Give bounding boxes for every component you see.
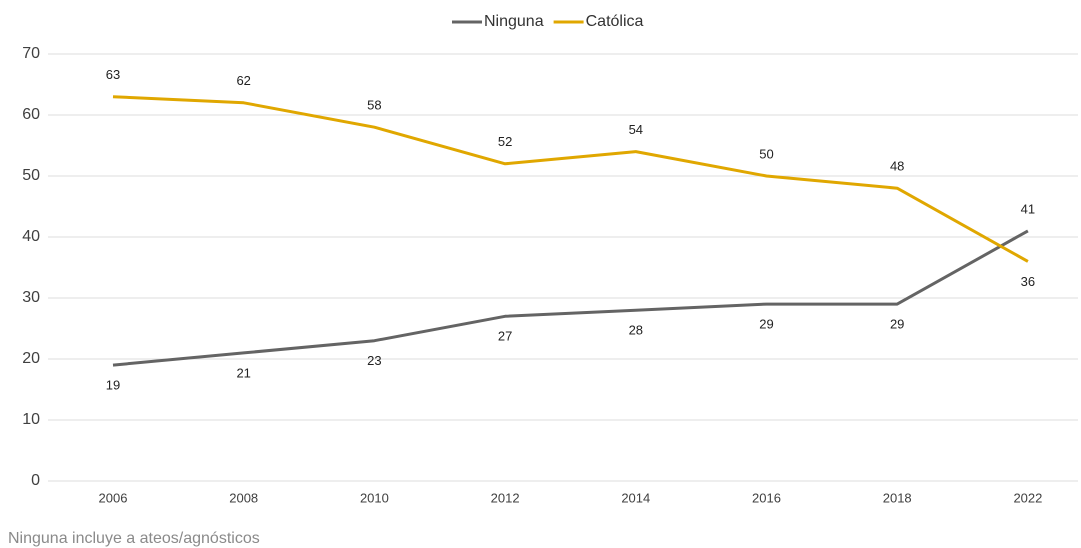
data-label: 27 (498, 329, 512, 344)
y-tick-label: 60 (22, 106, 40, 123)
series-line (112, 95, 1029, 263)
x-tick-label: 2008 (229, 490, 258, 505)
legend-label: Ninguna (484, 13, 544, 30)
legend-label: Católica (586, 13, 644, 30)
x-tick-label: 2018 (883, 490, 912, 505)
data-label: 52 (498, 134, 512, 149)
data-label: 54 (629, 122, 643, 137)
x-tick-label: 2022 (1013, 490, 1042, 505)
x-tick-label: 2012 (491, 490, 520, 505)
series-line (112, 229, 1029, 367)
data-label: 50 (759, 146, 773, 161)
data-label: 48 (890, 159, 904, 174)
data-label: 29 (890, 317, 904, 332)
y-tick-label: 0 (31, 472, 40, 489)
data-label: 62 (236, 73, 250, 88)
x-tick-label: 2016 (752, 490, 781, 505)
data-label: 36 (1021, 274, 1035, 289)
y-tick-label: 30 (22, 289, 40, 306)
data-label: 19 (106, 378, 120, 393)
data-label: 23 (367, 353, 381, 368)
y-tick-label: 40 (22, 228, 40, 245)
data-label: 28 (629, 323, 643, 338)
footnote: Ninguna incluye a ateos/agnósticos (8, 530, 260, 547)
data-label: 21 (236, 365, 250, 380)
x-tick-label: 2010 (360, 490, 389, 505)
y-tick-label: 70 (22, 45, 40, 62)
x-tick-label: 2014 (621, 490, 650, 505)
y-tick-label: 50 (22, 167, 40, 184)
y-tick-label: 20 (22, 350, 40, 367)
data-label: 29 (759, 317, 773, 332)
data-label: 58 (367, 98, 381, 113)
x-tick-label: 2006 (99, 490, 128, 505)
data-label: 63 (106, 67, 120, 82)
y-tick-label: 10 (22, 411, 40, 428)
data-label: 41 (1021, 201, 1035, 216)
